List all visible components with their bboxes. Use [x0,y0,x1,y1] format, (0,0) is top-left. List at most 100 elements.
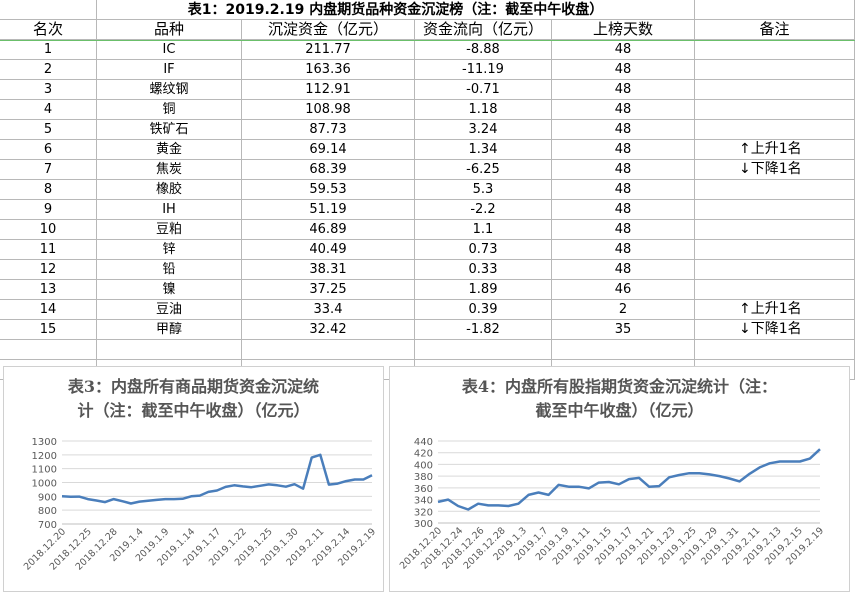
table-cell-flow[interactable]: 1.34 [415,140,552,160]
empty-cell[interactable] [0,340,97,360]
table-cell-flow[interactable]: 0.73 [415,240,552,260]
table-cell-flow[interactable]: 1.1 [415,220,552,240]
table-cell-fund[interactable]: 38.31 [242,260,415,280]
table-cell-fund[interactable]: 40.49 [242,240,415,260]
table-cell-rank[interactable]: 13 [0,280,97,300]
cell-blank[interactable] [695,0,855,20]
table-cell-name[interactable]: 锌 [97,240,242,260]
table-cell-rank[interactable]: 8 [0,180,97,200]
table-cell-rank[interactable]: 6 [0,140,97,160]
header-cell[interactable]: 名次 [0,20,97,40]
table-cell-days[interactable]: 48 [552,160,695,180]
table-cell-name[interactable]: 黄金 [97,140,242,160]
table-cell-rank[interactable]: 15 [0,320,97,340]
table-cell-rank[interactable]: 7 [0,160,97,180]
table-cell-flow[interactable]: 0.39 [415,300,552,320]
table-cell-fund[interactable]: 108.98 [242,100,415,120]
table-cell-days[interactable]: 2 [552,300,695,320]
table-cell-days[interactable]: 48 [552,140,695,160]
table-cell-name[interactable]: 橡胶 [97,180,242,200]
table-cell-days[interactable]: 48 [552,120,695,140]
table-cell-fund[interactable]: 33.4 [242,300,415,320]
table-cell-fund[interactable]: 211.77 [242,40,415,60]
table-cell-note[interactable] [695,180,855,200]
table-cell-note[interactable] [695,120,855,140]
table-cell-days[interactable]: 48 [552,40,695,60]
empty-cell[interactable] [552,340,695,360]
header-cell[interactable]: 品种 [97,20,242,40]
table-cell-name[interactable]: IH [97,200,242,220]
header-cell[interactable]: 沉淀资金（亿元） [242,20,415,40]
table-cell-name[interactable]: 铁矿石 [97,120,242,140]
table-cell-rank[interactable]: 9 [0,200,97,220]
table-cell-rank[interactable]: 10 [0,220,97,240]
table-cell-fund[interactable]: 59.53 [242,180,415,200]
table-cell-fund[interactable]: 37.25 [242,280,415,300]
table-cell-flow[interactable]: 3.24 [415,120,552,140]
table-cell-note[interactable]: ↑上升1名 [695,140,855,160]
table-cell-note[interactable] [695,40,855,60]
table-cell-flow[interactable]: -6.25 [415,160,552,180]
table-cell-days[interactable]: 48 [552,220,695,240]
table-cell-fund[interactable]: 68.39 [242,160,415,180]
table-cell-flow[interactable]: -1.82 [415,320,552,340]
table-cell-days[interactable]: 48 [552,80,695,100]
table-cell-flow[interactable]: -2.2 [415,200,552,220]
table-cell-rank[interactable]: 5 [0,120,97,140]
table-cell-days[interactable]: 48 [552,60,695,80]
table-cell-flow[interactable]: 0.33 [415,260,552,280]
table-cell-flow[interactable]: -8.88 [415,40,552,60]
table-cell-rank[interactable]: 3 [0,80,97,100]
table-cell-note[interactable] [695,260,855,280]
table-cell-note[interactable] [695,220,855,240]
table-cell-note[interactable]: ↓下降1名 [695,160,855,180]
table-cell-name[interactable]: IF [97,60,242,80]
table-cell-flow[interactable]: 1.18 [415,100,552,120]
table-cell-rank[interactable]: 12 [0,260,97,280]
table-cell-flow[interactable]: -0.71 [415,80,552,100]
table-cell-fund[interactable]: 69.14 [242,140,415,160]
table-cell-rank[interactable]: 4 [0,100,97,120]
table-cell-fund[interactable]: 51.19 [242,200,415,220]
empty-cell[interactable] [695,340,855,360]
table-cell-note[interactable] [695,280,855,300]
table-cell-name[interactable]: 镍 [97,280,242,300]
table-cell-days[interactable]: 48 [552,240,695,260]
table-cell-name[interactable]: 螺纹钢 [97,80,242,100]
table-cell-rank[interactable]: 2 [0,60,97,80]
table-cell-name[interactable]: 豆油 [97,300,242,320]
table-cell-days[interactable]: 48 [552,200,695,220]
empty-cell[interactable] [242,340,415,360]
table-cell-fund[interactable]: 32.42 [242,320,415,340]
table-cell-name[interactable]: 铜 [97,100,242,120]
table-cell-flow[interactable]: 5.3 [415,180,552,200]
table-cell-note[interactable] [695,240,855,260]
table-cell-note[interactable]: ↑上升1名 [695,300,855,320]
empty-cell[interactable] [97,340,242,360]
table-cell-days[interactable]: 46 [552,280,695,300]
table-cell-fund[interactable]: 163.36 [242,60,415,80]
header-cell[interactable]: 上榜天数 [552,20,695,40]
header-cell[interactable]: 资金流向（亿元） [415,20,552,40]
table-cell-rank[interactable]: 11 [0,240,97,260]
table-cell-rank[interactable]: 1 [0,40,97,60]
table-cell-fund[interactable]: 46.89 [242,220,415,240]
table-cell-name[interactable]: 铅 [97,260,242,280]
empty-cell[interactable] [415,340,552,360]
table-title[interactable]: 表1：2019.2.19 内盘期货品种资金沉淀榜（注：截至中午收盘） [97,0,695,20]
table-cell-rank[interactable]: 14 [0,300,97,320]
table-cell-days[interactable]: 35 [552,320,695,340]
header-cell[interactable]: 备注 [695,20,855,40]
table-cell-note[interactable] [695,200,855,220]
table-cell-fund[interactable]: 87.73 [242,120,415,140]
table-cell-flow[interactable]: -11.19 [415,60,552,80]
table-cell-days[interactable]: 48 [552,100,695,120]
table-cell-name[interactable]: 甲醇 [97,320,242,340]
cell-blank[interactable] [0,0,97,20]
table-cell-note[interactable] [695,100,855,120]
table-cell-note[interactable] [695,60,855,80]
table-cell-note[interactable]: ↓下降1名 [695,320,855,340]
table-cell-days[interactable]: 48 [552,260,695,280]
table-cell-name[interactable]: 焦炭 [97,160,242,180]
table-cell-fund[interactable]: 112.91 [242,80,415,100]
